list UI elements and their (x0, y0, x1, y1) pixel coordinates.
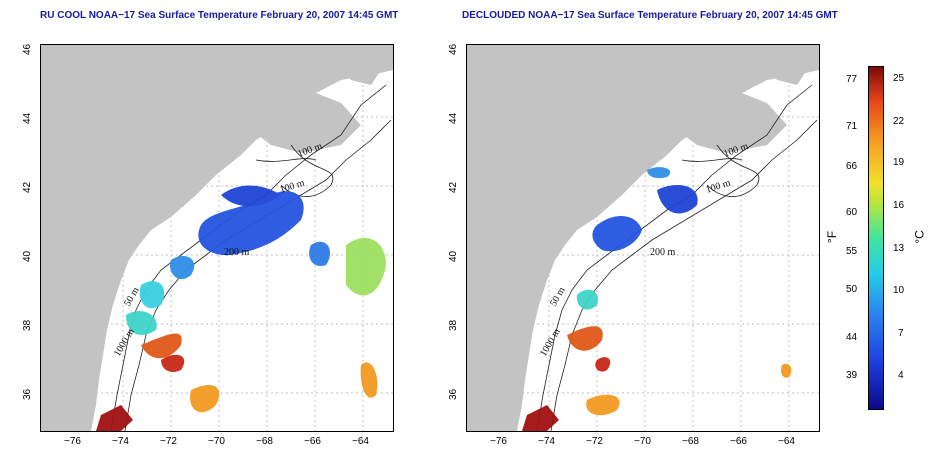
f-tick-50: 50 (846, 284, 858, 295)
left-map-title: RU COOL NOAA−17 Sea Surface Temperature … (40, 10, 399, 21)
right-isobath-label-2: 200 m (650, 247, 676, 258)
left-y-tick-44: 44 (22, 112, 33, 124)
left-isobath-label-2: 200 m (224, 247, 250, 258)
celsius-unit-label: °C (912, 230, 927, 244)
right-x-tick-72: −72 (586, 436, 603, 447)
f-tick-66: 66 (846, 161, 858, 172)
left-x-tick-74: −74 (112, 436, 129, 447)
left-isobath-label-4: 1000 m (112, 327, 137, 359)
left-y-tick-40: 40 (22, 250, 33, 262)
c-tick-10: 10 (893, 285, 905, 296)
sst-colorbar (868, 66, 884, 410)
right-x-tick-70: −70 (634, 436, 651, 447)
left-x-tick-76: −76 (64, 436, 81, 447)
right-x-tick-66: −66 (730, 436, 747, 447)
right-y-tick-38: 38 (448, 319, 459, 331)
c-tick-16: 16 (893, 200, 905, 211)
right-x-tick-74: −74 (538, 436, 555, 447)
f-tick-55: 55 (846, 246, 858, 257)
right-y-tick-42: 42 (448, 181, 459, 193)
c-tick-7: 7 (898, 328, 904, 339)
fahrenheit-unit-label: °F (825, 230, 840, 244)
right-map-panel: 100 m 100 m 200 m 50 m 1000 m (466, 44, 820, 432)
right-y-tick-36: 36 (448, 388, 459, 400)
f-tick-44: 44 (846, 332, 858, 343)
left-x-tick-66: −66 (304, 436, 321, 447)
right-y-tick-46: 46 (448, 43, 459, 55)
left-x-tick-72: −72 (160, 436, 177, 447)
right-x-tick-64: −64 (778, 436, 795, 447)
left-y-tick-38: 38 (22, 319, 33, 331)
c-tick-4: 4 (898, 370, 904, 381)
right-y-tick-44: 44 (448, 112, 459, 124)
left-y-tick-46: 46 (22, 43, 33, 55)
f-tick-77: 77 (846, 74, 858, 85)
left-x-tick-68: −68 (256, 436, 273, 447)
f-tick-60: 60 (846, 207, 858, 218)
left-y-tick-42: 42 (22, 181, 33, 193)
right-map-title: DECLOUDED NOAA−17 Sea Surface Temperatur… (462, 10, 838, 21)
c-tick-13: 13 (893, 243, 905, 254)
f-tick-71: 71 (846, 121, 858, 132)
f-tick-39: 39 (846, 370, 858, 381)
c-tick-22: 22 (893, 116, 905, 127)
left-y-tick-36: 36 (22, 388, 33, 400)
left-map-panel: 100 m 100 m 200 m 50 m 1000 m (40, 44, 394, 432)
left-x-tick-64: −64 (352, 436, 369, 447)
right-y-tick-40: 40 (448, 250, 459, 262)
c-tick-25: 25 (893, 73, 905, 84)
right-x-tick-76: −76 (490, 436, 507, 447)
left-x-tick-70: −70 (208, 436, 225, 447)
c-tick-19: 19 (893, 157, 905, 168)
right-x-tick-68: −68 (682, 436, 699, 447)
right-isobath-label-4: 1000 m (538, 327, 563, 359)
